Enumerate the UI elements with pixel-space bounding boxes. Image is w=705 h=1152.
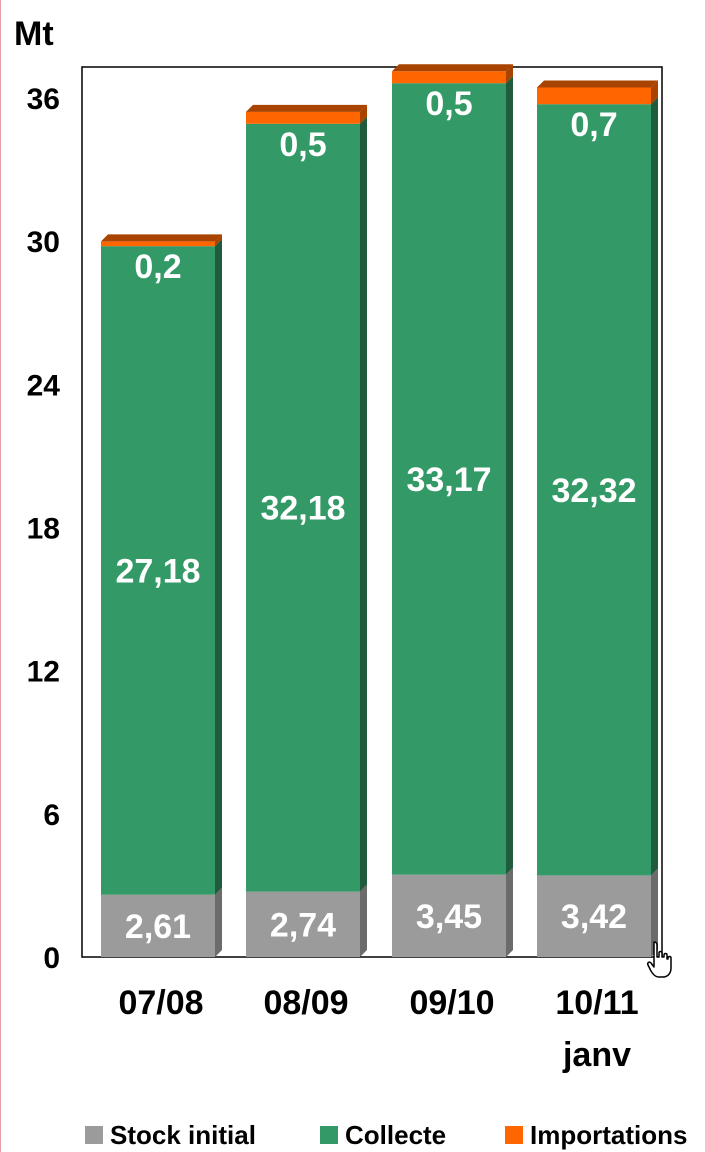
y-tick-label: 36 (27, 83, 60, 116)
legend-swatch (85, 1126, 103, 1144)
bar-segment-collecte (537, 104, 651, 876)
x-category-label: 08/09 (263, 984, 348, 1022)
bar-segment-collecte (246, 123, 360, 892)
y-tick-label: 0 (43, 942, 60, 975)
bar-top-face (537, 80, 658, 88)
bar-segment-importations (537, 87, 651, 105)
x-category-label: 07/08 (118, 984, 203, 1022)
data-label-importations: 0,5 (425, 85, 472, 123)
bar-side-face (506, 867, 513, 957)
bar-side-face (215, 234, 222, 247)
legend-label: Stock initial (110, 1120, 256, 1150)
bar-side-face (506, 64, 513, 84)
data-label-collecte: 32,32 (551, 472, 636, 510)
data-label-stock-initial: 2,61 (125, 908, 191, 946)
y-tick-label: 12 (27, 656, 60, 689)
bar-side-face (215, 239, 222, 895)
bar-top-face (392, 64, 513, 72)
bar-top-face (246, 104, 367, 112)
bar-segment-stock-initial (101, 894, 215, 957)
x-category-label: 10/11 (555, 984, 638, 1022)
y-tick-label: 30 (27, 226, 60, 259)
y-tick-label: 24 (27, 369, 61, 402)
bar-side-face (651, 80, 658, 105)
bar-side-face (360, 116, 367, 892)
data-label-collecte: 32,18 (260, 490, 345, 528)
legend-label: Importations (530, 1120, 687, 1150)
bar-segment-stock-initial (537, 875, 651, 957)
bar-top-face (101, 234, 222, 242)
y-tick-label: 18 (27, 513, 60, 546)
left-edge-line (0, 0, 1, 1152)
y-axis-unit-label: Mt (14, 15, 54, 53)
bar-segment-importations (246, 111, 360, 124)
legend-label: Collecte (345, 1120, 446, 1150)
legend-swatch (320, 1126, 338, 1144)
x-category-label: janv (562, 1036, 631, 1074)
data-label-collecte: 33,17 (406, 461, 491, 499)
bar-segment-collecte (392, 83, 506, 875)
x-category-label: 09/10 (409, 984, 494, 1022)
bar-segment-stock-initial (246, 891, 360, 957)
bar-side-face (360, 104, 367, 124)
bar-side-face (360, 884, 367, 957)
data-label-importations: 0,7 (570, 106, 617, 144)
data-label-stock-initial: 3,42 (561, 898, 627, 936)
data-label-importations: 0,5 (279, 126, 326, 164)
bar-side-face (215, 887, 222, 957)
bar-segment-importations (392, 71, 506, 84)
bar-side-face (506, 76, 513, 875)
bar-segment-stock-initial (392, 874, 506, 957)
bar-side-face (651, 97, 658, 876)
plot-frame (81, 66, 663, 958)
bar-segment-collecte (101, 246, 215, 895)
data-label-importations: 0,2 (134, 248, 181, 286)
data-label-collecte: 27,18 (115, 552, 200, 590)
hand-cursor-icon (647, 941, 672, 978)
data-label-stock-initial: 3,45 (416, 898, 482, 936)
data-label-stock-initial: 2,74 (270, 906, 336, 944)
bar-segment-importations (101, 241, 215, 247)
y-tick-label: 6 (43, 799, 60, 832)
bar-side-face (651, 868, 658, 957)
legend-swatch (505, 1126, 523, 1144)
